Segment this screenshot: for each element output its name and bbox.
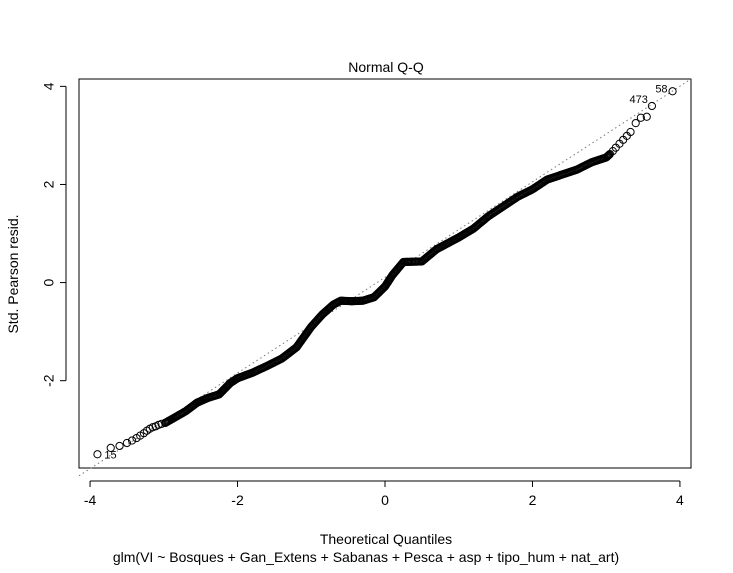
y-tick-label: -2 xyxy=(41,374,57,387)
y-tick-label: 0 xyxy=(41,278,57,286)
chart-caption: glm(VI ~ Bosques + Gan_Extens + Sabanas … xyxy=(113,549,619,565)
qq-point xyxy=(647,101,657,111)
qq-point xyxy=(636,113,645,122)
qq-point xyxy=(603,152,612,161)
qq-point xyxy=(605,149,614,159)
point-annotation: 15 xyxy=(104,449,116,461)
qq-point xyxy=(604,151,613,160)
qq-point xyxy=(157,419,166,428)
qq-point xyxy=(115,441,124,451)
qq-point xyxy=(93,450,102,459)
qq-point xyxy=(106,443,115,452)
plot-frame xyxy=(78,78,692,469)
x-axis-label: Theoretical Quantiles xyxy=(320,531,452,547)
x-tick-label: 2 xyxy=(529,492,537,508)
y-tick-label: 4 xyxy=(41,82,57,90)
qq-point xyxy=(631,119,640,128)
x-tick-label: 0 xyxy=(381,492,389,508)
y-tick-label: 2 xyxy=(41,180,57,188)
qq-point xyxy=(127,436,137,445)
point-annotation: 473 xyxy=(630,94,648,106)
qq-point xyxy=(397,259,407,268)
y-axis-label: Std. Pearson resid. xyxy=(5,214,21,333)
qq-point xyxy=(139,429,148,438)
qq-point xyxy=(602,152,612,161)
x-tick-label: -4 xyxy=(84,492,97,508)
qq-point xyxy=(668,87,677,96)
chart-title: Normal Q-Q xyxy=(348,59,424,75)
point-annotation: 58 xyxy=(655,83,667,95)
x-tick-label: 4 xyxy=(676,492,684,508)
qq-point xyxy=(626,127,635,137)
x-tick-label: -2 xyxy=(231,492,244,508)
qq-point xyxy=(122,438,132,448)
qq-point xyxy=(161,418,170,427)
qq-point xyxy=(642,112,651,121)
